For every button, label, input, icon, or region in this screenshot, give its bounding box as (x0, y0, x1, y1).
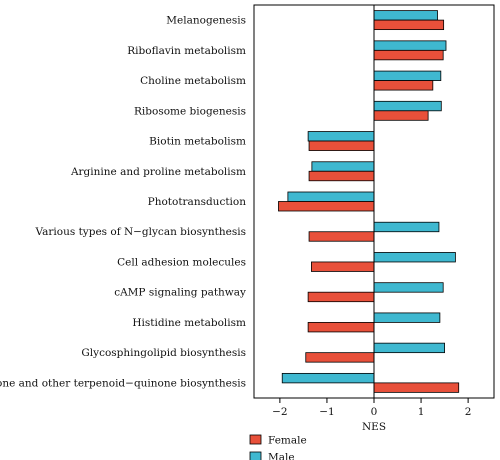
x-tick-label: −2 (272, 406, 287, 418)
bar-female-biotin-metabolism (308, 140, 375, 151)
category-label-glycosphingolipid-biosynthesis: Glycosphingolipid biosynthesis (81, 347, 246, 359)
bar-male-phototransduction (287, 191, 375, 202)
x-axis-ticks: −2 −1 0 1 2 (272, 398, 471, 418)
category-label-riboflavin-metabolism: Riboflavin metabolism (127, 45, 246, 57)
bars-group (278, 10, 460, 393)
legend-swatch-female (249, 434, 262, 445)
bar-male-choline-metabolism (373, 70, 442, 81)
legend-swatch-male (249, 451, 262, 460)
x-tick-label: −1 (319, 406, 334, 418)
bar-male-cell-adhesion-molecules (373, 252, 456, 263)
x-axis-label: NES (362, 421, 386, 433)
bar-male-biotin-metabolism (307, 131, 375, 142)
bar-female-ribosome-biogenesis (373, 110, 429, 121)
category-label-choline-metabolism: Choline metabolism (140, 75, 246, 87)
bar-female-arginine-and-proline-metabolism (308, 170, 375, 182)
category-label-arginine-and-proline-metabolism: Arginine and proline metabolism (70, 166, 246, 178)
bar-male-melanogenesis (373, 10, 438, 21)
bar-female-various-types-of-n-glycan-biosynthesis (308, 231, 375, 242)
bar-male-various-types-of-n-glycan-biosynthesis (373, 221, 440, 233)
category-label-histidine-metabolism: Histidine metabolism (132, 317, 246, 329)
category-label-melanogenesis: Melanogenesis (166, 15, 246, 27)
category-label-biotin-metabolism: Biotin metabolism (149, 136, 246, 148)
category-label-various-types-of-n-glycan-biosynthesis: Various types of N−glycan biosynthesis (35, 226, 246, 238)
category-label-camp-signaling-pathway: cAMP signaling pathway (114, 287, 246, 299)
bar-female-riboflavin-metabolism (373, 49, 444, 61)
x-tick-label: 2 (465, 406, 472, 418)
bar-female-melanogenesis (373, 19, 445, 31)
category-label-cell-adhesion-molecules: Cell adhesion molecules (117, 256, 246, 268)
bar-female-histidine-metabolism (307, 322, 375, 333)
bar-male-camp-signaling-pathway (373, 282, 444, 293)
bar-male-histidine-metabolism (373, 312, 441, 323)
bar-female-cell-adhesion-molecules (311, 261, 375, 272)
bar-female-ubiquinone-and-other-terpenoid-quinone-biosynthesis (373, 382, 460, 393)
bar-female-glycosphingolipid-biosynthesis (305, 352, 375, 363)
bar-male-arginine-and-proline-metabolism (311, 161, 375, 172)
bar-female-phototransduction (278, 201, 375, 212)
bar-male-ribosome-biogenesis (373, 100, 442, 112)
category-labels: Melanogenesis Riboflavin metabolism Cholin… (0, 15, 246, 390)
category-label-phototransduction: Phototransduction (148, 196, 247, 208)
bar-female-choline-metabolism (373, 80, 434, 91)
bar-male-glycosphingolipid-biosynthesis (373, 342, 445, 354)
legend: Female Male (249, 434, 307, 460)
x-tick-label: 0 (371, 406, 378, 418)
x-tick-label: 1 (418, 406, 425, 418)
legend-label-female: Female (268, 435, 307, 447)
bar-male-riboflavin-metabolism (373, 40, 447, 51)
legend-label-male: Male (268, 452, 295, 460)
category-label-ribosome-biogenesis: Ribosome biogenesis (134, 105, 246, 117)
bar-female-camp-signaling-pathway (307, 291, 375, 303)
category-label-ubiquinone-and-other-terpenoid-quinone-biosynthesis: Ubiquinone and other terpenoid−quinone b… (0, 377, 246, 389)
bar-male-ubiquinone-and-other-terpenoid-quinone-biosynthesis (281, 372, 375, 384)
